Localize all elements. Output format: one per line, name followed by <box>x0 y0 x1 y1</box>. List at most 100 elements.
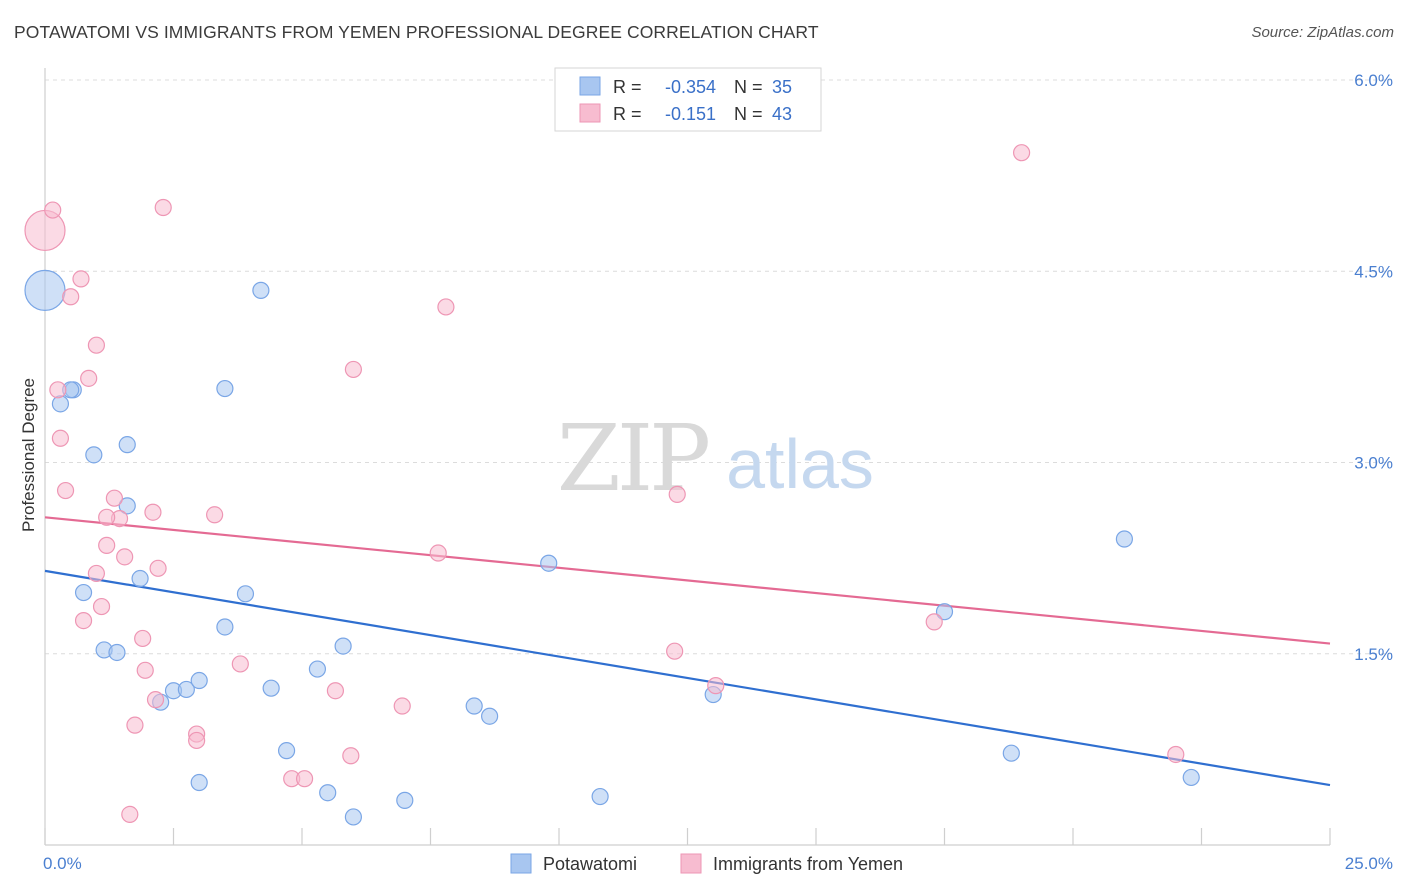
point-series1-9 <box>131 569 149 588</box>
y-axis-label: Professional Degree <box>19 378 38 532</box>
point-series1-25 <box>277 742 296 760</box>
point-series2-42 <box>98 508 116 526</box>
point-series1-33 <box>1002 744 1020 762</box>
legend-series-label-0: Potawatomi <box>543 854 637 874</box>
point-series2-16 <box>87 564 106 583</box>
point-series1-6 <box>216 379 234 398</box>
point-series1-30 <box>190 773 208 792</box>
legend-stats-n-label-1: N = <box>734 104 763 124</box>
point-series2-19 <box>74 611 93 630</box>
x-tick-label-max: 25.0% <box>1345 854 1393 873</box>
trend-lines <box>44 516 1331 787</box>
y-tick-label-3: 6.0% <box>1354 71 1393 90</box>
grid-lines <box>45 79 1392 655</box>
watermark-atlas: atlas <box>726 425 874 503</box>
legend-stats: R = -0.354 N = 35 R = -0.151 N = 43 <box>554 67 822 132</box>
point-series2-22 <box>231 655 249 673</box>
point-series1-1 <box>51 395 70 413</box>
point-series1-14 <box>108 643 126 662</box>
point-series2-20 <box>134 629 152 648</box>
point-series1-11 <box>236 585 255 603</box>
legend-stats-r-value-0: -0.354 <box>665 77 716 97</box>
point-series2-37 <box>666 642 684 660</box>
legend-series-swatch-1 <box>680 853 702 874</box>
point-series2-6 <box>80 369 98 387</box>
x-tick-label-min: 0.0% <box>43 854 82 873</box>
y-tick-label-2: 4.5% <box>1354 262 1393 281</box>
point-series1-19 <box>262 679 280 697</box>
point-series2-18 <box>92 597 111 616</box>
point-series1-27 <box>344 808 362 826</box>
point-series1-29 <box>591 787 609 806</box>
point-series1-35 <box>1182 768 1200 787</box>
legend-stats-swatch-1 <box>579 103 601 123</box>
point-series1-26 <box>319 784 337 802</box>
legend-stats-n-value-1: 43 <box>772 104 792 124</box>
point-series1-28 <box>396 791 414 809</box>
point-series1-23 <box>465 697 483 715</box>
point-series2-1 <box>44 201 62 219</box>
legend-stats-n-value-0: 35 <box>772 77 792 97</box>
point-series2-39 <box>925 613 943 631</box>
legend-series-swatch-0 <box>510 853 532 874</box>
point-series2-34 <box>437 298 455 316</box>
trend-line-series2 <box>44 516 1331 645</box>
point-series2-17 <box>149 559 167 577</box>
point-series1-7 <box>252 281 270 299</box>
point-series2-26 <box>188 731 206 750</box>
legend-stats-r-label-1: R = <box>613 104 642 124</box>
point-series1-18 <box>190 671 208 690</box>
legend-series: Potawatomi Immigrants from Yemen <box>510 853 903 874</box>
point-series2-24 <box>126 716 144 734</box>
legend-series-label-1: Immigrants from Yemen <box>713 854 903 874</box>
axes <box>44 68 1331 846</box>
legend-stats-n-label-0: N = <box>734 77 763 97</box>
point-series2-12 <box>144 503 162 521</box>
point-series1-8 <box>74 583 93 602</box>
point-series2-7 <box>49 381 67 399</box>
point-series2-36 <box>668 485 686 503</box>
point-series1-3 <box>85 446 103 464</box>
trend-line-series1 <box>44 569 1331 787</box>
point-series1-22 <box>540 554 558 572</box>
y-tick-label-0: 1.5% <box>1354 645 1393 664</box>
legend-stats-r-value-1: -0.151 <box>665 104 716 124</box>
point-series2-5 <box>87 336 106 354</box>
tick-labels: 1.5% 3.0% 4.5% 6.0% 0.0% 25.0% <box>43 71 1393 873</box>
point-series1-34 <box>1115 530 1134 548</box>
point-series2-14 <box>98 536 116 554</box>
point-series2-4 <box>154 198 172 217</box>
point-series2-31 <box>326 682 345 700</box>
point-series2-33 <box>344 360 362 379</box>
point-series1-20 <box>308 660 327 678</box>
point-series1-0 <box>24 269 66 311</box>
point-series2-27 <box>121 805 139 824</box>
point-series2-23 <box>146 691 165 709</box>
point-series2-3 <box>72 270 90 288</box>
point-series1-32 <box>935 603 954 621</box>
point-series2-29 <box>295 770 314 788</box>
point-series1-4 <box>118 436 136 454</box>
point-series1-17 <box>177 680 195 699</box>
chart-title: POTAWATOMI VS IMMIGRANTS FROM YEMEN PROF… <box>14 22 819 42</box>
point-series2-41 <box>1167 745 1185 764</box>
point-series1-21 <box>334 637 352 655</box>
point-series2-0 <box>24 209 66 252</box>
point-series2-40 <box>1012 144 1031 162</box>
legend-stats-r-label-0: R = <box>613 77 642 97</box>
data-points <box>24 144 1200 826</box>
point-series2-9 <box>56 481 75 500</box>
point-series2-8 <box>51 429 70 447</box>
point-series1-24 <box>481 707 499 725</box>
point-series2-15 <box>116 548 134 566</box>
point-series2-35 <box>429 544 447 562</box>
legend-stats-swatch-0 <box>579 76 601 96</box>
point-series2-32 <box>393 697 411 715</box>
source-note: Source: ZipAtlas.com <box>1251 24 1394 41</box>
point-series2-10 <box>105 489 123 507</box>
point-series2-30 <box>342 747 360 765</box>
y-tick-label-1: 3.0% <box>1354 454 1393 473</box>
point-series1-5 <box>118 497 136 515</box>
watermark: ZIP atlas <box>557 405 874 512</box>
